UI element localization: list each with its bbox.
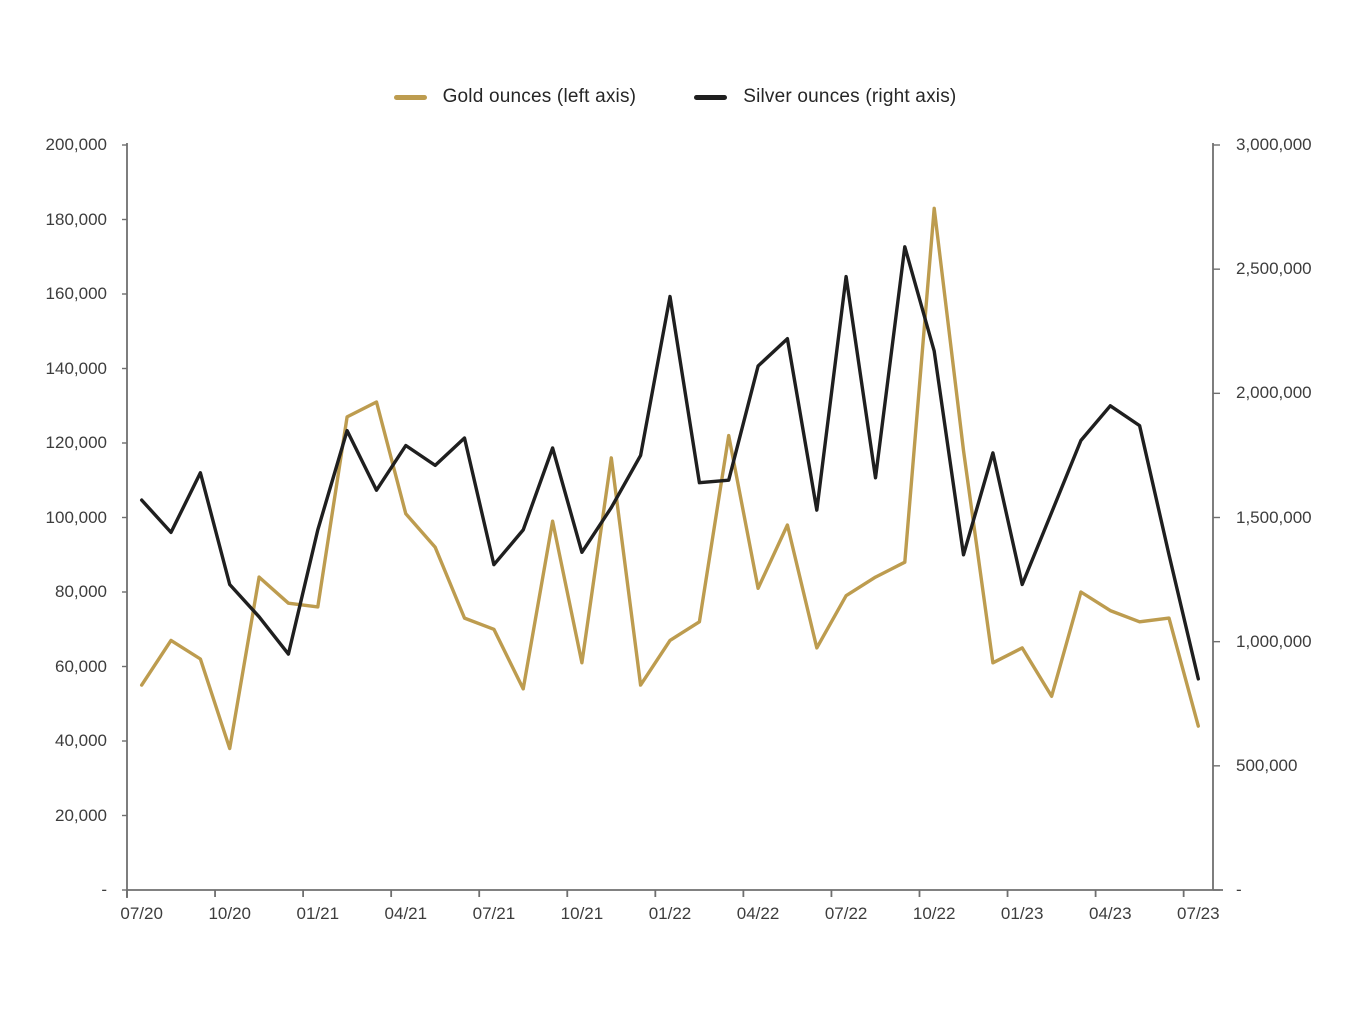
legend-label-silver: Silver ounces (right axis) bbox=[743, 86, 957, 107]
x-axis-tick-label: 01/21 bbox=[296, 904, 340, 923]
y-axis-left-label: 40,000 bbox=[55, 731, 107, 750]
y-axis-right-label: - bbox=[1236, 880, 1242, 899]
legend: Gold ounces (left axis) Silver ounces (r… bbox=[0, 86, 1350, 108]
x-axis-tick-label: 10/21 bbox=[560, 904, 604, 923]
x-axis-tick-label: 01/22 bbox=[648, 904, 692, 923]
y-axis-right-label: 3,000,000 bbox=[1236, 135, 1312, 154]
y-axis-left-label: 180,000 bbox=[45, 209, 107, 229]
x-axis-tick-label: 04/21 bbox=[384, 904, 428, 923]
x-axis-tick-label: 07/21 bbox=[472, 904, 516, 923]
y-axis-left-label: 20,000 bbox=[55, 805, 107, 825]
x-axis-tick-label: 07/23 bbox=[1177, 904, 1220, 923]
legend-item-silver: Silver ounces (right axis) bbox=[694, 86, 956, 108]
x-axis-tick-label: 04/22 bbox=[736, 904, 780, 923]
y-axis-left-label: 160,000 bbox=[45, 284, 107, 303]
y-axis-right-label: 1,500,000 bbox=[1236, 507, 1312, 527]
legend-item-gold: Gold ounces (left axis) bbox=[393, 86, 637, 108]
silver-line-swatch-icon bbox=[694, 94, 728, 100]
gold-series-line bbox=[139, 206, 1201, 751]
x-axis-tick-label: 10/20 bbox=[208, 904, 251, 923]
silver-series-line bbox=[139, 245, 1201, 681]
legend-label-gold: Gold ounces (left axis) bbox=[442, 86, 637, 107]
y-axis-right-label: 2,500,000 bbox=[1236, 259, 1312, 279]
y-axis-right-label: 2,000,000 bbox=[1236, 383, 1312, 403]
y-axis-left-label: 60,000 bbox=[55, 656, 107, 676]
x-axis-tick-label: 01/23 bbox=[1000, 904, 1044, 923]
y-axis-left-label: 80,000 bbox=[55, 582, 107, 601]
y-axis-left-label: - bbox=[101, 880, 107, 899]
y-axis-left-label: 100,000 bbox=[45, 507, 107, 527]
x-axis-tick-label: 10/22 bbox=[912, 904, 956, 923]
x-axis-tick-label: 04/23 bbox=[1088, 904, 1132, 923]
y-axis-right-label: 500,000 bbox=[1236, 755, 1298, 775]
y-axis-right-label: 1,000,000 bbox=[1236, 631, 1312, 651]
y-axis-left-label: 200,000 bbox=[45, 135, 107, 154]
y-axis-left-label: 140,000 bbox=[45, 358, 107, 378]
gold-line-swatch-icon bbox=[393, 94, 427, 100]
x-axis-tick-label: 07/22 bbox=[824, 904, 868, 923]
x-axis-tick-label: 07/20 bbox=[120, 904, 163, 923]
y-axis-left-label: 120,000 bbox=[45, 433, 107, 452]
